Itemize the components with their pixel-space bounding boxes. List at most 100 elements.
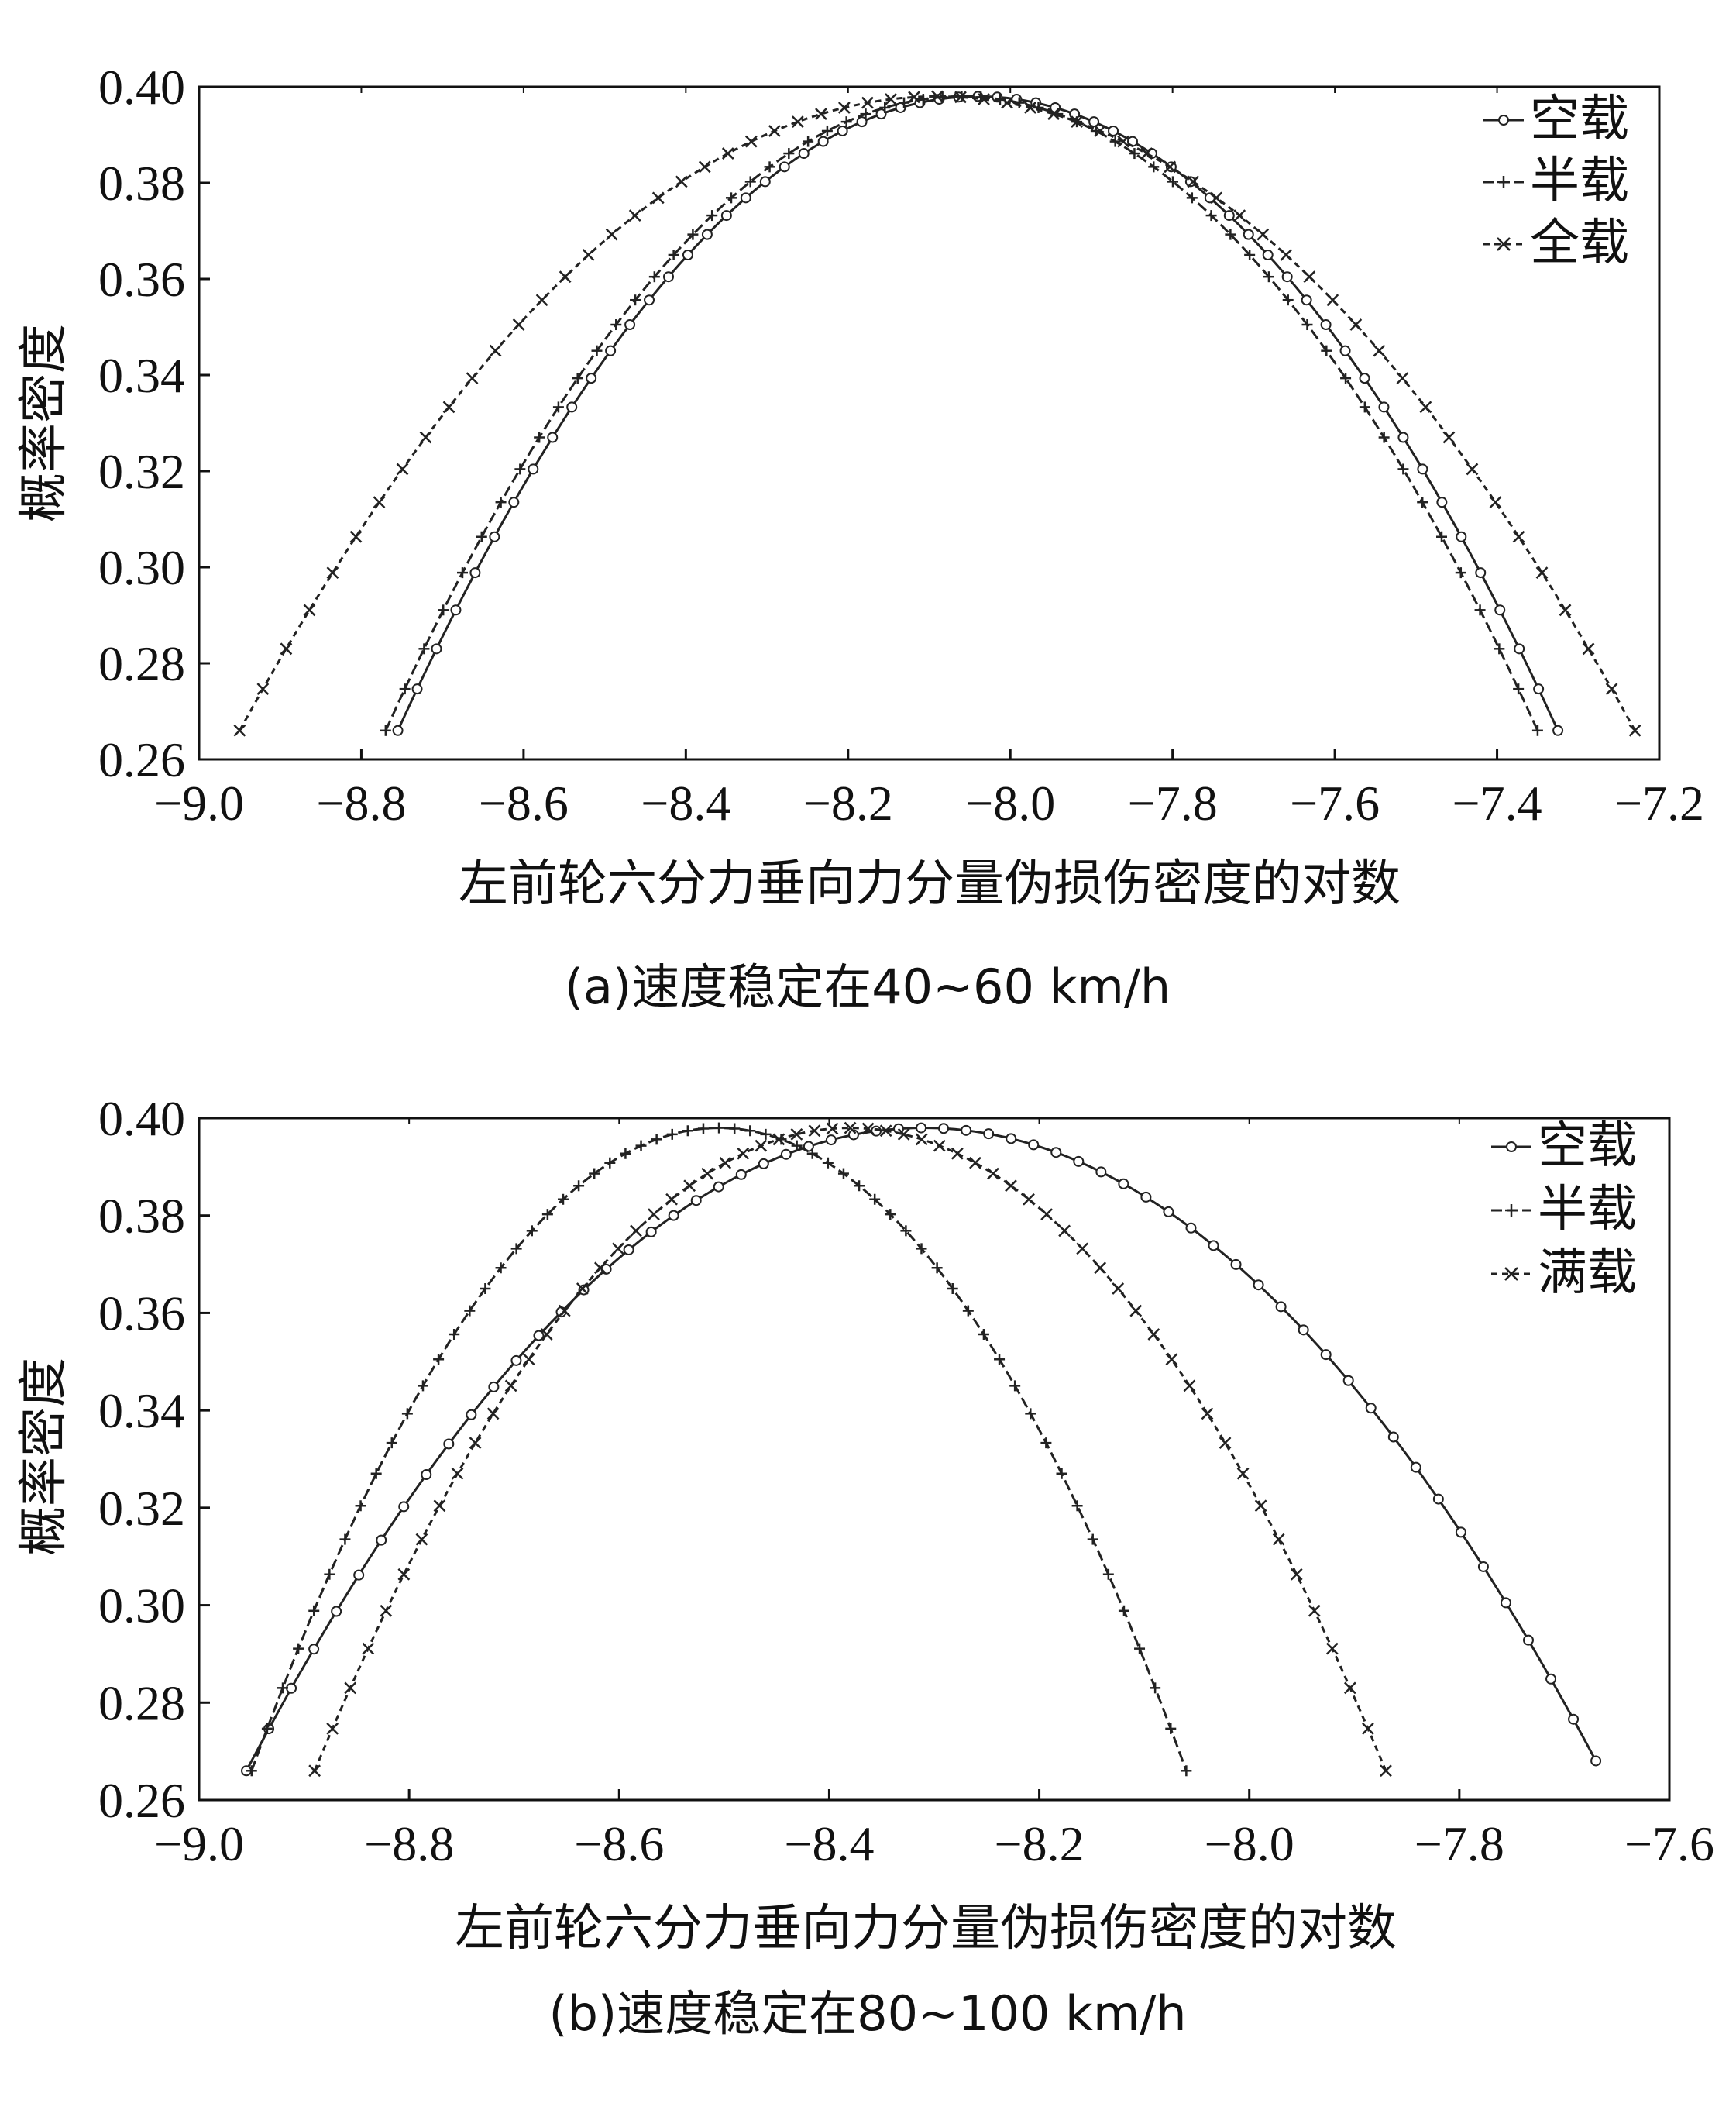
data-point: [1435, 531, 1447, 542]
data-point: [1050, 1147, 1062, 1158]
data-point: [1582, 642, 1595, 656]
legend-marker: [1506, 1141, 1517, 1152]
data-point: [1256, 228, 1270, 241]
data-point: [682, 1125, 693, 1137]
x-tick-label: −8.4: [784, 1816, 874, 1871]
data-point: [690, 1195, 702, 1206]
data-point: [392, 725, 404, 736]
data-point: [438, 604, 449, 616]
data-point: [869, 1193, 881, 1205]
data-point: [701, 1167, 714, 1180]
data-point: [630, 294, 641, 306]
data-point: [326, 1723, 339, 1735]
data-point: [1254, 1499, 1267, 1513]
data-point: [1308, 1604, 1321, 1617]
data-point: [1076, 1242, 1089, 1255]
data-point: [719, 1156, 732, 1169]
data-point: [1455, 567, 1466, 579]
data-point: [256, 683, 270, 696]
data-point: [533, 1330, 545, 1341]
data-point: [1494, 643, 1505, 655]
data-point: [1475, 567, 1487, 579]
data-point: [466, 372, 479, 385]
data-point: [760, 1128, 772, 1140]
data-point: [1522, 1634, 1534, 1646]
data-point: [706, 210, 718, 222]
data-point: [1109, 136, 1121, 147]
data-point: [593, 1261, 607, 1275]
x-tick-label: −7.6: [1290, 776, 1380, 831]
data-point: [504, 1379, 517, 1392]
data-point: [683, 1179, 696, 1193]
data-point: [791, 1140, 803, 1151]
data-point: [1117, 135, 1130, 148]
data-point: [968, 1156, 981, 1169]
x-tick-label: −8.0: [965, 776, 1055, 831]
data-point: [1244, 250, 1256, 260]
x-tick-label: −8.8: [316, 776, 406, 831]
data-point: [790, 1127, 803, 1141]
data-point: [1023, 1193, 1035, 1206]
legend-item: 全载: [1483, 215, 1629, 272]
plot-frame: [198, 85, 1661, 761]
data-point: [961, 1124, 972, 1136]
data-point: [1181, 1765, 1192, 1777]
data-point: [1378, 432, 1390, 443]
data-point: [840, 116, 852, 128]
legend-item: 半载: [1491, 1181, 1637, 1238]
plot-frame: [198, 1117, 1671, 1802]
data-point: [1605, 683, 1618, 696]
data-point: [897, 1127, 910, 1141]
data-point: [397, 1568, 411, 1581]
data-point: [1365, 1403, 1377, 1414]
data-point: [1134, 1643, 1146, 1654]
data-point: [1628, 724, 1641, 737]
data-point: [1321, 345, 1332, 356]
data-point: [1494, 604, 1506, 616]
data-point: [826, 1122, 839, 1135]
data-point: [1024, 102, 1036, 114]
y-tick-label: 0.34: [98, 1383, 185, 1438]
y-tick-label: 0.40: [98, 1091, 185, 1146]
data-point: [713, 1181, 724, 1193]
data-point: [380, 725, 391, 736]
legend-marker: [1505, 1204, 1518, 1217]
data-point: [725, 192, 737, 204]
data-point: [469, 1437, 482, 1450]
x-tick-label: −7.2: [1614, 776, 1704, 831]
legend-label: 满载: [1538, 1244, 1637, 1302]
series-line: [239, 95, 1636, 731]
data-point: [665, 1193, 678, 1206]
data-point: [1320, 1349, 1332, 1361]
data-point: [817, 136, 829, 147]
data-point: [808, 1124, 821, 1138]
data-point: [1071, 115, 1083, 129]
data-point: [399, 683, 411, 695]
data-point: [1301, 294, 1312, 306]
data-point: [821, 125, 833, 136]
data-point: [1243, 229, 1254, 240]
data-point: [837, 125, 848, 136]
data-point: [605, 345, 617, 356]
data-point: [1087, 1533, 1098, 1545]
data-point: [624, 319, 636, 331]
data-point: [353, 1569, 365, 1581]
data-point: [764, 161, 775, 173]
data-point: [344, 1681, 357, 1695]
data-point: [514, 463, 526, 475]
data-point: [697, 1123, 709, 1134]
y-tick-label: 0.26: [98, 1773, 185, 1828]
data-point: [557, 1193, 569, 1205]
data-point: [951, 1147, 964, 1160]
data-point: [558, 1304, 571, 1317]
y-tick-label: 0.32: [98, 1481, 185, 1536]
data-point: [635, 1140, 647, 1151]
data-point: [1397, 463, 1409, 475]
legend-marker: [1504, 1267, 1518, 1281]
y-tick-label: 0.34: [98, 348, 185, 403]
data-point: [645, 1226, 657, 1237]
data-point: [779, 161, 790, 173]
data-point: [1165, 1353, 1178, 1366]
legend-label: 空载: [1530, 91, 1629, 148]
data-point: [547, 432, 559, 443]
